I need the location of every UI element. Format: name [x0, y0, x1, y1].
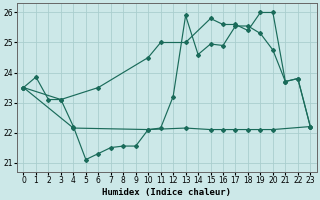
X-axis label: Humidex (Indice chaleur): Humidex (Indice chaleur) [102, 188, 231, 197]
